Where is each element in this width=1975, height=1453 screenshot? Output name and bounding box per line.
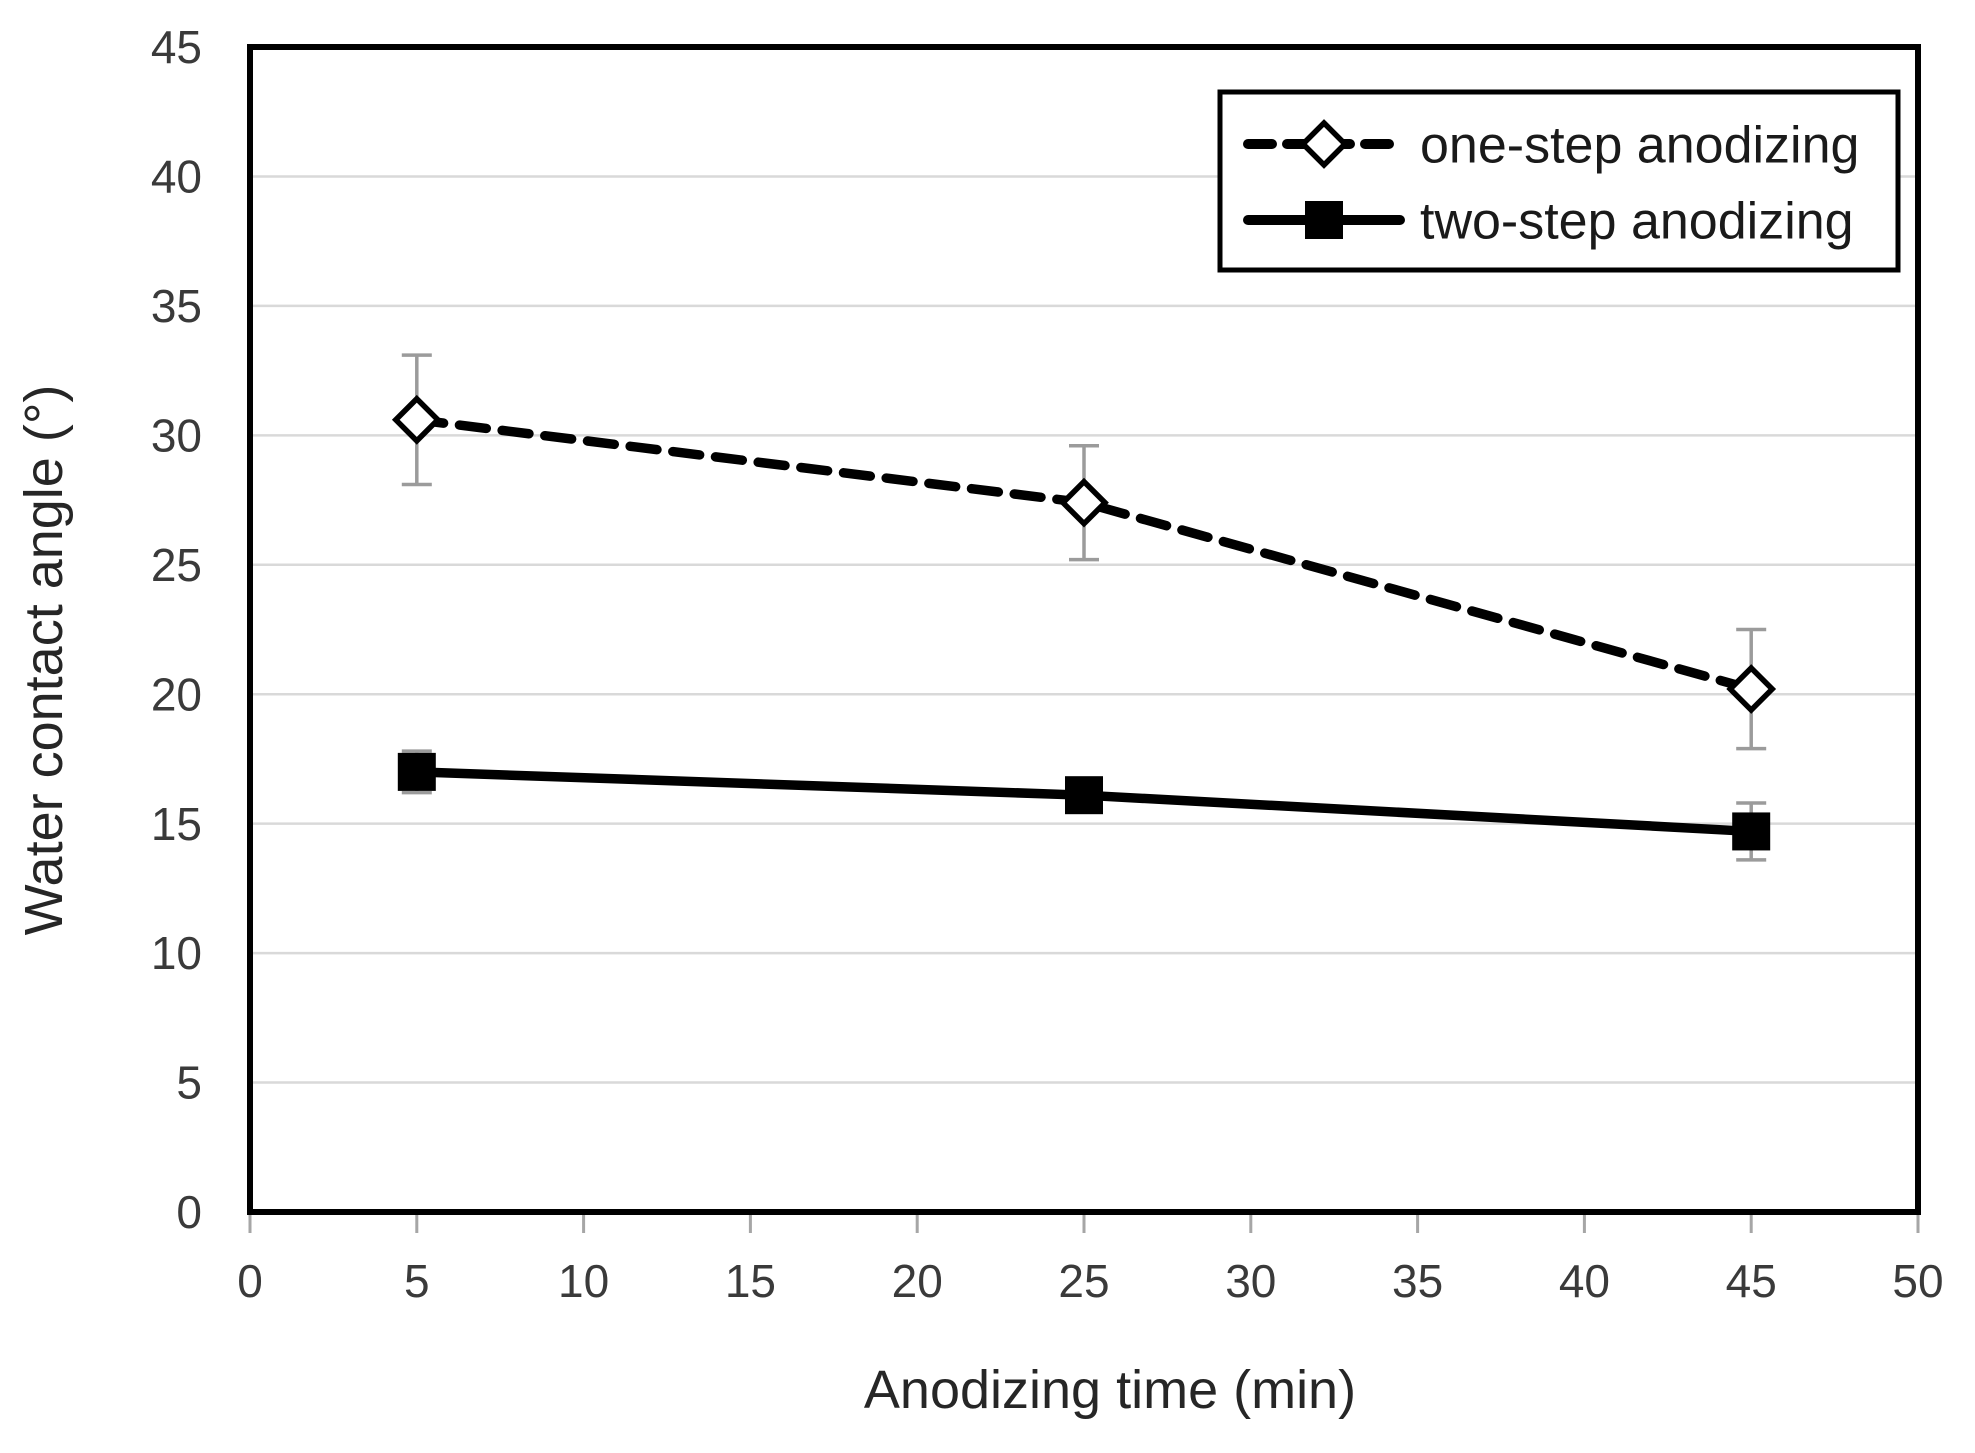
x-tick-label: 0 (237, 1255, 263, 1307)
x-tick-label: 10 (558, 1255, 609, 1307)
y-tick-label: 20 (151, 668, 202, 720)
marker-open-diamond (1726, 664, 1777, 714)
x-tick-label: 50 (1892, 1255, 1943, 1307)
axis-tick-labels: 0 5 10 15 20 25 30 35 40 45 50 0 5 10 15 20 25 30 35 40 45 (151, 21, 1944, 1307)
y-tick-label: 35 (151, 280, 202, 332)
y-tick-label: 25 (151, 539, 202, 591)
y-tick-label: 30 (151, 409, 202, 461)
y-tick-label: 15 (151, 798, 202, 850)
y-tick-label: 10 (151, 927, 202, 979)
y-tick-label: 45 (151, 21, 202, 73)
marker-filled-square (397, 752, 436, 791)
legend-marker-filled-square (1305, 201, 1343, 239)
x-tick-label: 20 (892, 1255, 943, 1307)
marker-open-diamond (391, 394, 442, 445)
legend-border (1217, 89, 1901, 273)
legend: one-step anodizing two-step anodizing (1217, 89, 1901, 273)
x-tick-label: 5 (404, 1255, 430, 1307)
x-tick-label: 30 (1225, 1255, 1276, 1307)
legend-label-one-step-anodizing: one-step anodizing (1420, 117, 1859, 175)
marker-filled-square (1732, 812, 1771, 851)
x-tick-label: 45 (1726, 1255, 1777, 1307)
x-tick-label: 40 (1559, 1255, 1610, 1307)
marker-open-diamond (1059, 477, 1109, 528)
y-tick-label: 0 (176, 1186, 202, 1238)
x-tick-label: 15 (725, 1255, 776, 1307)
x-tick-label: 25 (1058, 1255, 1109, 1307)
marker-filled-square (1065, 776, 1103, 815)
x-axis-title: Anodizing time (min) (864, 1360, 1356, 1420)
x-tick-label: 35 (1392, 1255, 1443, 1307)
legend-samples (1243, 119, 1405, 239)
legend-marker-open-diamond (1299, 119, 1349, 169)
plot-border (247, 44, 1921, 1215)
y-axis-title: Water contact angle (°) (14, 385, 74, 936)
y-tick-label: 5 (176, 1057, 202, 1109)
y-tick-label: 40 (151, 151, 202, 203)
gridlines (250, 175, 1918, 1084)
legend-label-two-step-anodizing: two-step anodizing (1420, 193, 1854, 251)
series-layer (391, 353, 1777, 862)
x-axis-tick-marks (248, 1215, 1920, 1233)
